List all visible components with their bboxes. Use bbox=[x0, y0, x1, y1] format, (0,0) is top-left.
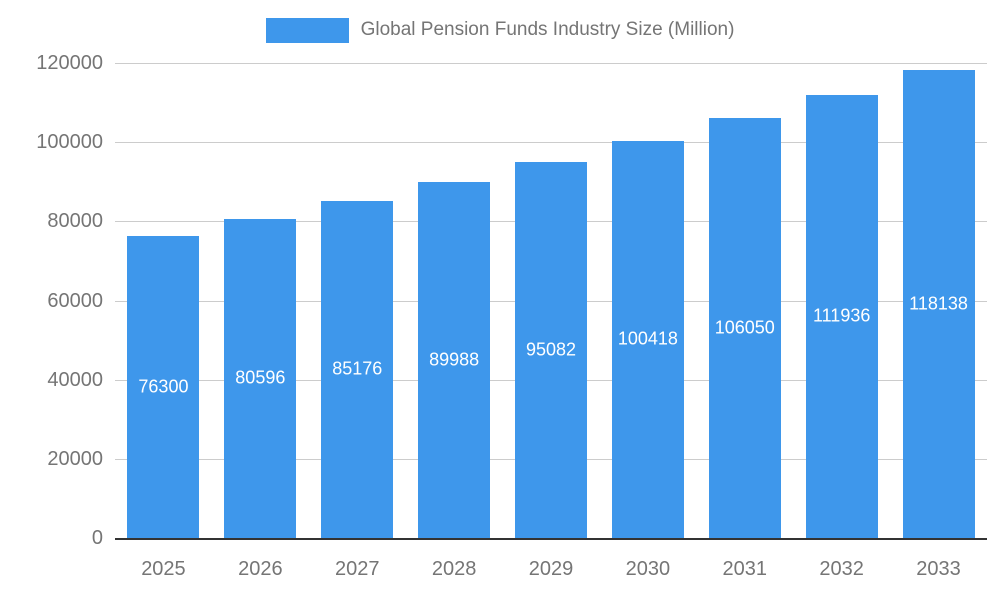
x-axis-label: 2033 bbox=[916, 558, 961, 580]
bar-value-label: 76300 bbox=[138, 376, 189, 397]
legend-swatch bbox=[265, 17, 349, 43]
bar-value-label: 100418 bbox=[617, 328, 678, 349]
y-axis-label: 0 bbox=[91, 527, 103, 549]
y-axis-label: 40000 bbox=[47, 368, 103, 391]
x-axis: 2025 2026 2027 2028 2029 2030 2031 2032 2033 bbox=[115, 550, 987, 590]
y-axis-label: 80000 bbox=[47, 210, 103, 233]
bar[interactable]: 89988 bbox=[418, 181, 491, 538]
legend: Global Pension Funds Industry Size (Mill… bbox=[0, 15, 1000, 45]
x-axis-label: 2028 bbox=[431, 558, 477, 580]
gridline bbox=[115, 63, 987, 64]
x-axis-label: 2030 bbox=[625, 558, 671, 580]
bar[interactable]: 85176 bbox=[321, 200, 394, 538]
bar-value-label: 106050 bbox=[714, 317, 775, 338]
x-axis-label: 2032 bbox=[819, 558, 864, 580]
y-axis-label: 20000 bbox=[47, 447, 103, 470]
y-axis: 0 20000 40000 60000 80000 100000 120000 bbox=[0, 52, 103, 549]
bar[interactable]: 111936 bbox=[805, 94, 878, 538]
bar-value-label: 85176 bbox=[332, 358, 383, 379]
bar-value-label: 95082 bbox=[525, 339, 577, 360]
x-axis-label: 2027 bbox=[334, 558, 380, 580]
x-axis-label: 2025 bbox=[141, 558, 186, 580]
x-axis-label: 2026 bbox=[238, 558, 283, 580]
bar[interactable]: 100418 bbox=[611, 140, 684, 538]
bar[interactable]: 80596 bbox=[224, 218, 297, 538]
x-axis-label: 2031 bbox=[722, 558, 768, 580]
bar-value-label: 118138 bbox=[909, 293, 968, 314]
chart-title: Global Pension Funds Industry Size (Mill… bbox=[360, 19, 735, 40]
bar[interactable]: 76300 bbox=[127, 235, 200, 538]
bar-value-label: 89988 bbox=[429, 349, 480, 370]
y-axis-label: 120000 bbox=[36, 52, 103, 74]
plot-area: 76300 80596 85176 89988 95082 100418 106050 111… bbox=[115, 63, 987, 540]
bar[interactable]: 106050 bbox=[708, 118, 781, 538]
bar[interactable]: 118138 bbox=[902, 70, 975, 538]
gridline bbox=[115, 142, 987, 144]
bar-value-label: 80596 bbox=[235, 367, 286, 388]
x-axis-label: 2029 bbox=[528, 558, 574, 580]
bar-value-label: 111936 bbox=[812, 305, 871, 326]
y-axis-label: 100000 bbox=[36, 131, 103, 154]
bar[interactable]: 95082 bbox=[515, 161, 587, 538]
y-axis-label: 60000 bbox=[47, 289, 103, 312]
